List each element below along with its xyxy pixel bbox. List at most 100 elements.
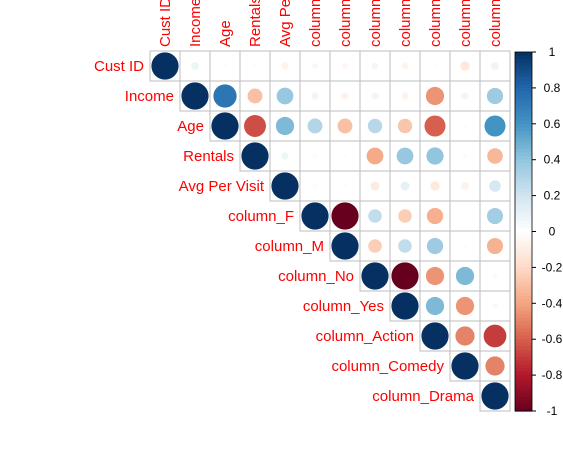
corr-circle-1-10 — [461, 92, 469, 100]
colorbar-segment — [515, 299, 532, 304]
circle-layer — [151, 52, 509, 410]
colorbar-segment — [515, 202, 532, 207]
grid-cell-10-11 — [479, 350, 511, 382]
corr-circle-5-10 — [463, 214, 467, 218]
colorbar-segment — [515, 206, 532, 211]
colorbar-tick-label: 0.4 — [544, 153, 561, 167]
colorbar-segment — [515, 80, 532, 85]
colorbar-segment — [515, 346, 532, 351]
corr-circle-4-7 — [370, 181, 380, 191]
colorbar-segment — [515, 389, 532, 394]
row-label-3: Rentals — [183, 148, 234, 165]
column-labels: Cust ID Income Age Rentals Avg Pe column colum… — [157, 0, 504, 47]
row-label-5: column_F — [228, 208, 294, 225]
colorbar-segment — [515, 281, 532, 286]
colorbar-segment — [515, 403, 532, 409]
colorbar-segment — [515, 130, 532, 136]
colorbar-segment — [515, 321, 532, 326]
corr-circle-5-5 — [301, 202, 329, 230]
colorbar-segment — [515, 123, 532, 128]
colorbar-segment — [515, 116, 532, 121]
colorbar-segment — [515, 400, 532, 405]
colorbar-segment — [515, 87, 532, 93]
corr-circle-0-8 — [401, 62, 409, 70]
colorbar-segment — [515, 77, 532, 82]
corr-circle-4-4 — [271, 172, 299, 200]
corr-circle-1-9 — [425, 86, 445, 106]
colorbar-segment — [515, 353, 532, 358]
colorbar-segment — [515, 249, 532, 254]
column-label-7: column — [367, 0, 384, 47]
colorbar-segment — [515, 324, 532, 330]
corr-circle-1-3 — [247, 88, 263, 104]
corr-circle-2-4 — [275, 116, 295, 136]
corr-circle-1-8 — [401, 92, 409, 100]
colorbar-segment — [515, 192, 532, 197]
corr-circle-6-7 — [368, 239, 382, 253]
corr-circle-2-2 — [211, 112, 239, 140]
corr-circle-7-7 — [361, 262, 389, 290]
corr-circle-4-8 — [400, 181, 410, 191]
colorbar-tick-label: -0.2 — [542, 260, 563, 274]
colorbar-segment — [515, 152, 532, 157]
colorbar-segment — [515, 120, 532, 125]
corr-circle-6-9 — [426, 237, 444, 255]
colorbar-segment — [515, 263, 532, 268]
column-label-2: Age — [217, 20, 234, 47]
colorbar-segment — [515, 296, 532, 301]
colorbar-tick-label: -0.6 — [542, 332, 563, 346]
colorbar-segment — [515, 378, 532, 383]
row-label-10: column_Comedy — [331, 358, 444, 375]
corr-circle-0-3 — [253, 64, 257, 68]
column-label-0: Cust ID — [157, 0, 174, 47]
colorbar-tick-label: 0.8 — [544, 81, 561, 95]
corr-circle-1-6 — [341, 92, 349, 100]
colorbar-segment — [515, 95, 532, 100]
corr-circle-3-9 — [426, 147, 444, 165]
colorbar-segment — [515, 242, 532, 247]
corr-circle-7-8 — [391, 262, 419, 290]
colorbar-segment — [515, 55, 532, 60]
grid-cell-0-7 — [359, 50, 391, 82]
colorbar-segment — [515, 357, 532, 362]
colorbar-segment — [515, 166, 532, 172]
colorbar-segment — [515, 209, 532, 215]
colorbar-segment — [515, 253, 532, 258]
corr-circle-8-9 — [425, 296, 445, 316]
corr-circle-5-9 — [426, 207, 444, 225]
corr-circle-0-10 — [460, 61, 470, 71]
corr-circle-6-8 — [398, 239, 412, 253]
corr-circle-8-10 — [455, 296, 475, 316]
column-label-1: Income — [187, 0, 204, 47]
grid-cell-1-10 — [449, 80, 481, 112]
colorbar-segment — [515, 278, 532, 283]
corr-circle-0-0 — [151, 52, 179, 80]
column-label-5: column — [307, 0, 324, 47]
colorbar-segment — [515, 163, 532, 168]
row-label-0: Cust ID — [94, 58, 144, 75]
colorbar-segment — [515, 145, 532, 150]
corr-circle-6-11 — [486, 237, 504, 255]
colorbar-segment — [515, 393, 532, 398]
colorbar-segment — [515, 174, 532, 179]
corr-circle-7-9 — [425, 266, 445, 286]
corr-circle-2-8 — [397, 118, 413, 134]
colorbar-segment — [515, 84, 532, 89]
corr-circle-7-11 — [492, 273, 498, 279]
column-label-8: column — [397, 0, 414, 47]
corr-circle-6-6 — [331, 232, 359, 260]
colorbar-segment — [515, 382, 532, 387]
colorbar-segment — [515, 73, 532, 78]
colorbar-tick-label: -1 — [547, 404, 558, 418]
colorbar-segment — [515, 62, 532, 67]
colorbar-segment — [515, 260, 532, 265]
row-label-8: column_Yes — [303, 298, 384, 315]
colorbar-segment — [515, 306, 532, 312]
colorbar-segment — [515, 69, 532, 75]
corr-circle-0-11 — [491, 62, 499, 70]
corr-circle-3-10 — [462, 153, 468, 159]
colorbar-segment — [515, 310, 532, 315]
colorbar-tick-label: 0 — [549, 225, 556, 239]
corr-circle-0-6 — [341, 62, 349, 70]
